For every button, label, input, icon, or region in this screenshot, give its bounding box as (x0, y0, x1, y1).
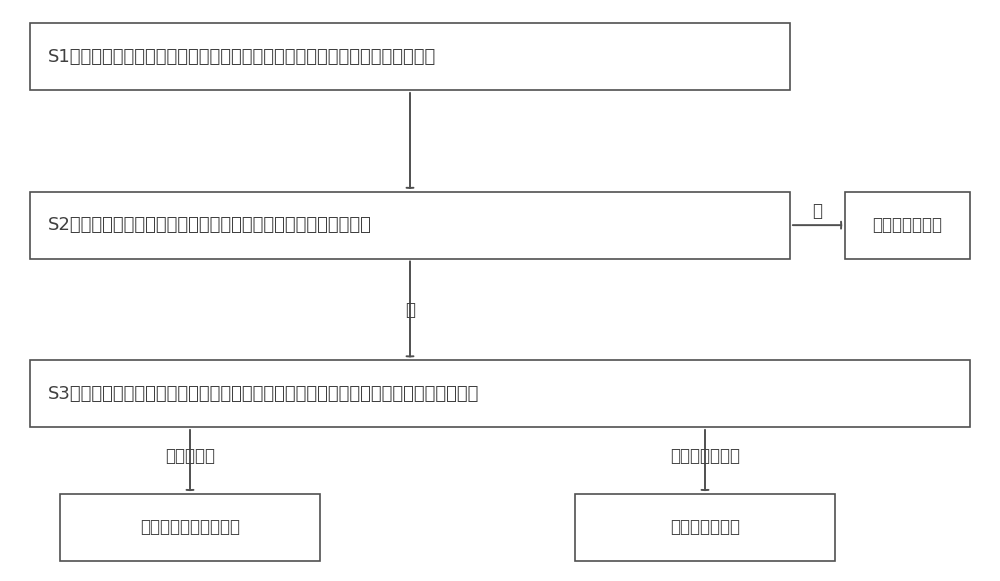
Bar (60, 494, 320, 561)
Text: 否: 否 (405, 301, 415, 318)
Text: 膜电极具有缺陷: 膜电极具有缺陷 (872, 216, 942, 234)
Text: S3：停止向阴极通入空气，继续向阳极通入氢气第二设定时间后，检测待测膜电极的电压: S3：停止向阴极通入空气，继续向阳极通入氢气第二设定时间后，检测待测膜电极的电压 (48, 385, 479, 403)
Text: S1：将待测膜电极安装在检测装置上，阴阳极通气，使待测膜电极处于开路状态: S1：将待测膜电极安装在检测装置上，阴阳极通气，使待测膜电极处于开路状态 (48, 48, 436, 66)
Bar (30, 23, 790, 90)
Bar (575, 494, 835, 561)
Text: 膜电极合格，可以装堆: 膜电极合格，可以装堆 (140, 518, 240, 536)
Text: 若电压稳定: 若电压稳定 (165, 447, 215, 465)
Bar (30, 192, 790, 259)
Text: 若电压迅速下降: 若电压迅速下降 (670, 447, 740, 465)
Text: 膜电极具有缺陷: 膜电极具有缺陷 (670, 518, 740, 536)
Text: 是: 是 (812, 202, 822, 220)
Bar (30, 360, 970, 427)
Bar (845, 192, 970, 259)
Text: S2：保持通气第一设定时间，检测待测膜电极的电压是否出现波动: S2：保持通气第一设定时间，检测待测膜电极的电压是否出现波动 (48, 216, 372, 234)
